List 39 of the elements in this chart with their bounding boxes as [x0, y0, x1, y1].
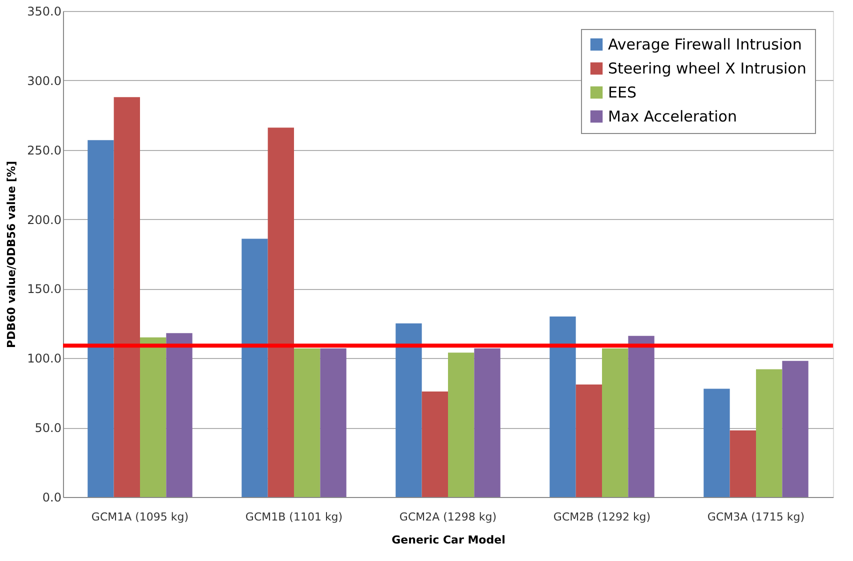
- bar: [320, 348, 346, 497]
- legend-label: Steering wheel X Intrusion: [608, 60, 806, 78]
- bar: [474, 348, 500, 497]
- x-tick-label: GCM2B (1292 kg): [553, 510, 651, 524]
- bar: [602, 348, 628, 497]
- x-tick-label: GCM2A (1298 kg): [399, 510, 497, 524]
- x-tick-label: GCM1A (1095 kg): [91, 510, 189, 524]
- y-tick-label: 50.0: [34, 421, 62, 436]
- bar: [242, 238, 268, 497]
- y-tick-label: 150.0: [27, 282, 62, 296]
- legend-label: Max Acceleration: [608, 108, 737, 126]
- bar: [166, 333, 192, 497]
- bar: [294, 348, 320, 497]
- x-tick-label: GCM1B (1101 kg): [245, 510, 343, 524]
- y-axis-title: PDB60 value/ODB56 value [%]: [5, 161, 18, 348]
- bar: [88, 140, 114, 497]
- bar: [268, 128, 294, 497]
- y-tick-label: 100.0: [27, 352, 62, 366]
- y-tick-label: 200.0: [27, 212, 62, 227]
- bar: [140, 337, 166, 497]
- bar: [576, 384, 602, 497]
- bar: [550, 316, 576, 497]
- bar: [422, 391, 448, 497]
- bar: [448, 352, 474, 497]
- y-tick-label: 0.0: [42, 490, 62, 504]
- legend-label: Average Firewall Intrusion: [608, 36, 802, 54]
- bar: [396, 323, 422, 497]
- y-tick-label: 350.0: [27, 4, 62, 18]
- y-tick-label: 250.0: [27, 143, 62, 158]
- x-axis-title: Generic Car Model: [392, 534, 506, 546]
- bar: [114, 97, 140, 497]
- bar: [782, 360, 808, 497]
- bar: [704, 388, 730, 497]
- bar: [756, 369, 782, 497]
- bar: [628, 336, 654, 497]
- bar: [730, 430, 756, 497]
- y-tick-label: 300.0: [27, 74, 62, 88]
- legend-label: EES: [608, 84, 636, 102]
- x-tick-label: GCM3A (1715 kg): [707, 510, 805, 524]
